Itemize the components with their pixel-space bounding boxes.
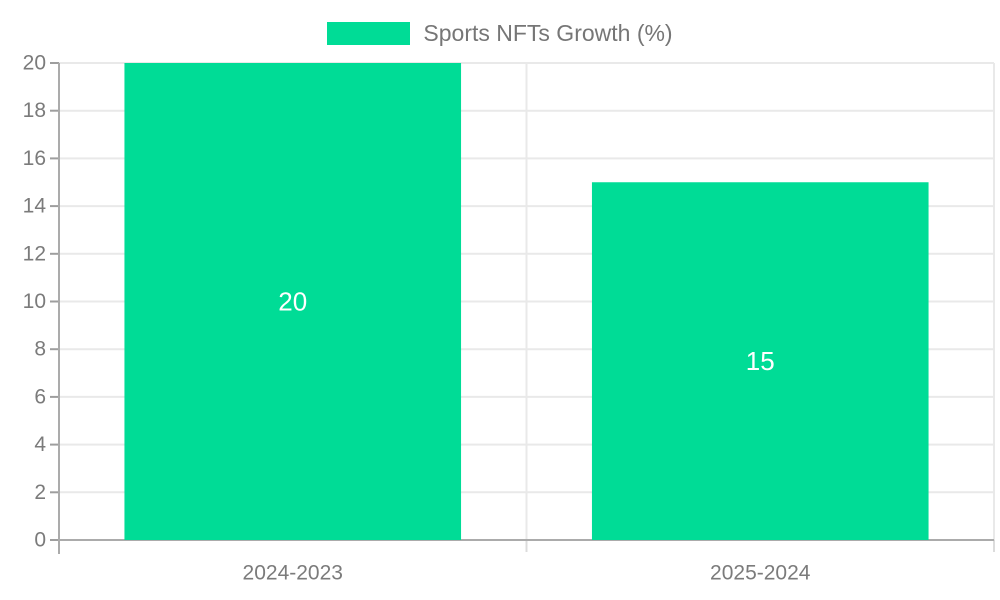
bar-value-label: 20	[278, 287, 307, 317]
legend-label: Sports NFTs Growth (%)	[423, 20, 673, 46]
x-category-label: 2024-2023	[243, 562, 343, 585]
y-tick-label: 14	[23, 195, 47, 218]
y-tick-label: 10	[23, 290, 46, 313]
x-category-label: 2025-2024	[710, 562, 811, 585]
y-tick-label: 6	[34, 385, 46, 408]
y-tick-label: 18	[23, 99, 46, 122]
y-tick-label: 12	[23, 242, 46, 265]
legend-swatch	[327, 22, 411, 45]
bar[interactable]	[124, 63, 462, 540]
bar[interactable]	[591, 182, 929, 540]
y-tick-label: 16	[23, 147, 46, 170]
y-tick-label: 8	[34, 338, 46, 361]
y-tick-label: 2	[34, 481, 46, 504]
legend[interactable]: Sports NFTs Growth (%)	[0, 20, 1000, 47]
bar-value-label: 15	[746, 346, 775, 376]
y-tick-label: 4	[34, 433, 46, 456]
y-tick-label: 0	[34, 529, 46, 552]
y-tick-label: 20	[23, 52, 46, 75]
